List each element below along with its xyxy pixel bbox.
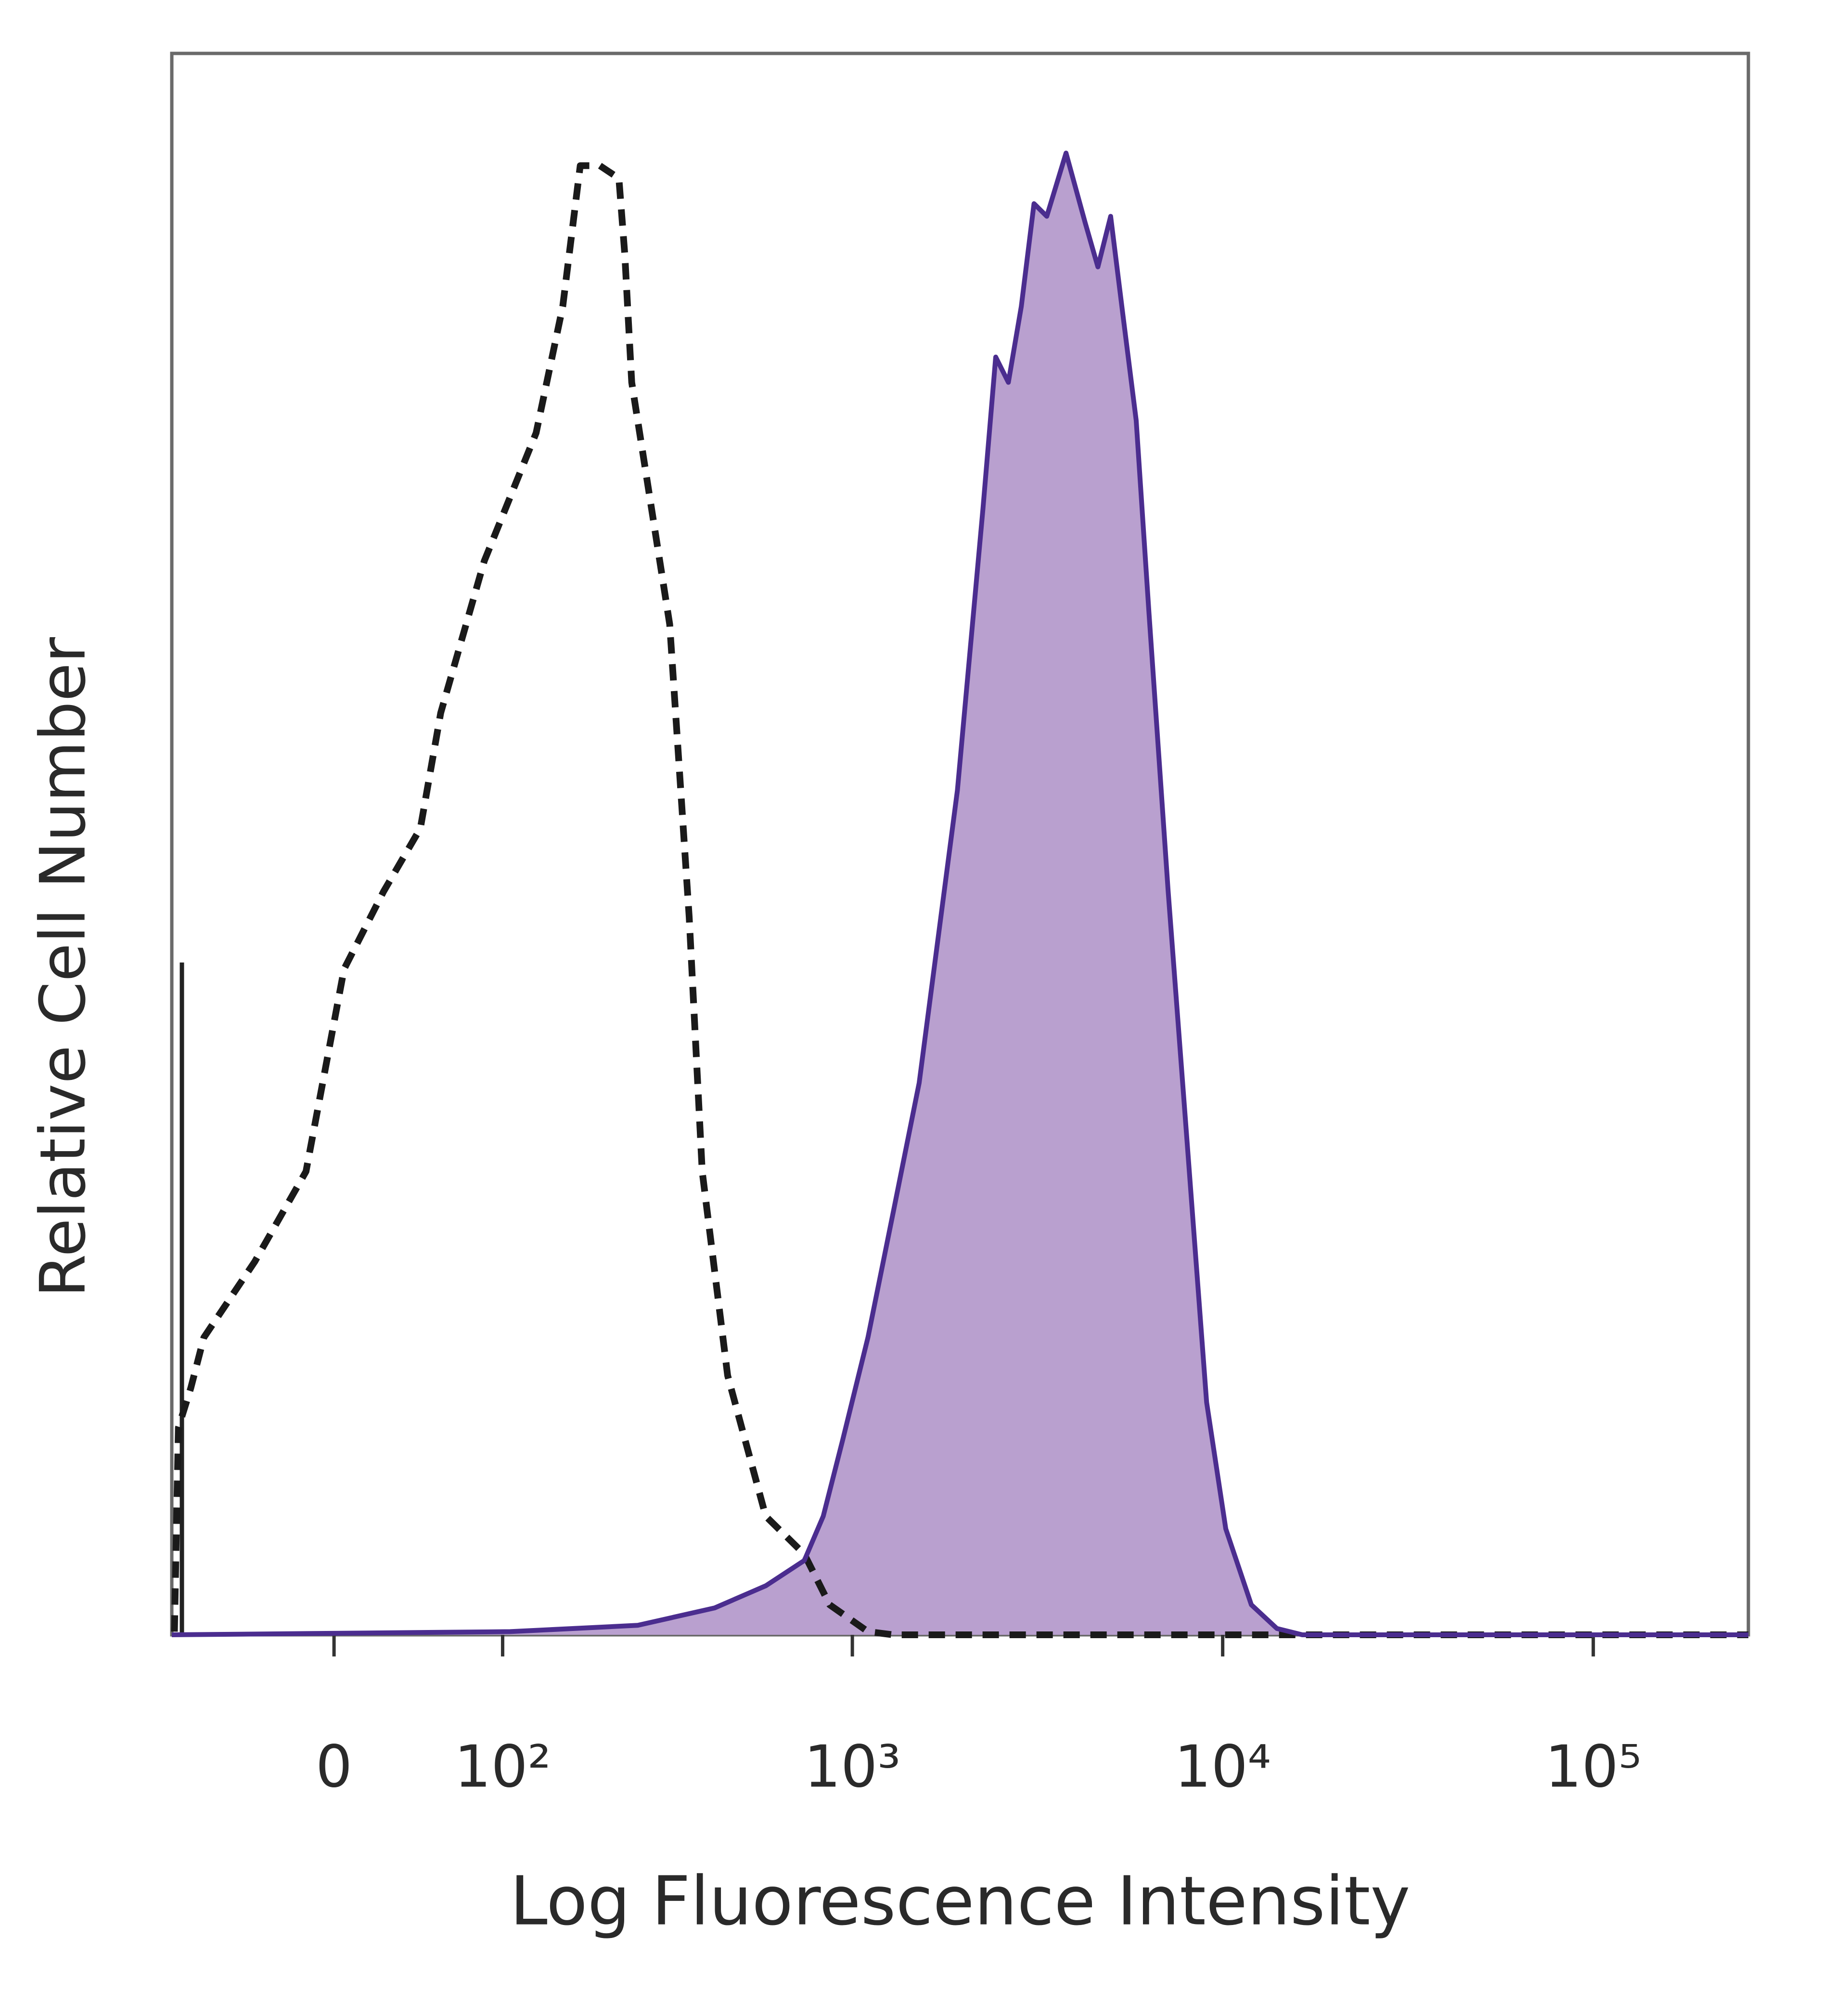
x-tick-label: 10⁴: [1174, 1734, 1271, 1801]
x-tick-label: 10³: [804, 1734, 901, 1801]
sample-line: [171, 151, 1748, 1637]
x-tick-label: 10⁵: [1545, 1734, 1642, 1801]
x-tick-label: 0: [316, 1734, 352, 1801]
x-tick-label: 10²: [454, 1734, 551, 1801]
y-axis-label: Relative Cell Number: [26, 637, 100, 1297]
control-line: [171, 162, 1748, 1638]
area-fill: [172, 153, 1748, 1635]
x-axis-label: Log Fluorescence Intensity: [510, 1862, 1411, 1941]
